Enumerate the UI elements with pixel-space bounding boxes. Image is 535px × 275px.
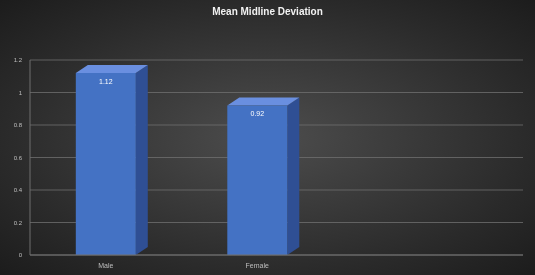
svg-text:0.2: 0.2 [14, 220, 23, 226]
svg-text:0: 0 [19, 252, 23, 258]
html-text:Mean Midline Deviation: Mean Midline Deviation [212, 6, 323, 17]
svg-text:1.12: 1.12 [99, 78, 113, 85]
svg-text:0.92: 0.92 [250, 110, 264, 117]
svg-text:Male: Male [98, 262, 113, 269]
svg-text:1.2: 1.2 [14, 57, 23, 63]
svg-text:Female: Female [246, 262, 269, 269]
svg-text:1: 1 [19, 90, 23, 96]
svg-text:0.6: 0.6 [14, 155, 23, 161]
svg-text:0.4: 0.4 [14, 187, 23, 193]
svg-text:0.8: 0.8 [14, 122, 23, 128]
